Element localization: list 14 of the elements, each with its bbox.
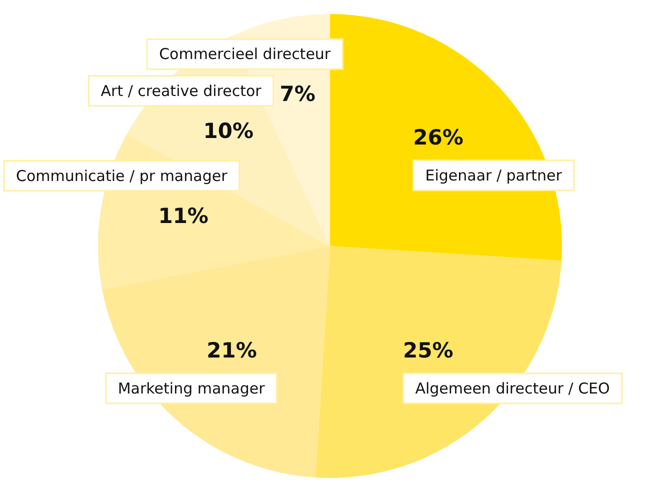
slice-label: Eigenaar / partner — [425, 166, 563, 184]
data-label: 11% — [158, 204, 208, 228]
slice-label: Marketing manager — [118, 379, 266, 398]
slice-label: Art / creative director — [100, 82, 262, 100]
data-label: 10% — [203, 118, 254, 143]
slice-label: Commercieel directeur — [159, 45, 332, 64]
data-label: 21% — [206, 338, 257, 362]
pie-slice — [315, 246, 562, 478]
pie-slice — [102, 246, 330, 478]
data-label: 25% — [403, 338, 454, 362]
data-label: 26% — [413, 125, 464, 150]
slice-label: Algemeen directeur / CEO — [415, 379, 610, 398]
data-label: 7% — [280, 82, 316, 106]
slice-label: Communicatie / pr manager — [16, 166, 228, 185]
